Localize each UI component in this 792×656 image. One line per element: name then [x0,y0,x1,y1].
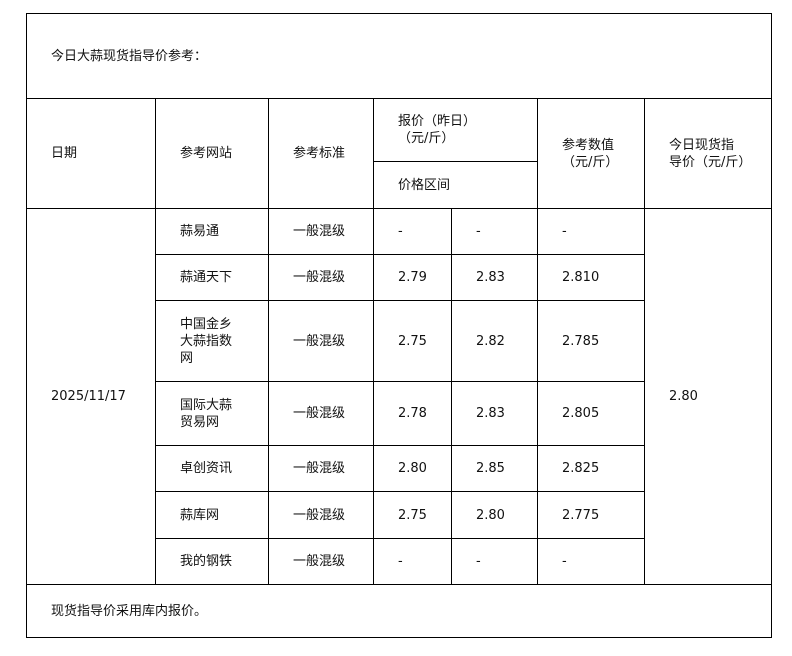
low-cell: - [373,538,452,585]
standard-cell: 一般混级 [268,254,374,301]
standard-cell: 一般混级 [268,300,374,382]
high-cell: 2.82 [451,300,538,382]
ref-cell: 2.785 [537,300,645,382]
high-cell: 2.83 [451,381,538,446]
header-ref-value: 参考数值（元/斤） [537,98,645,209]
high-cell: 2.85 [451,445,538,492]
header-site: 参考网站 [155,98,269,209]
high-cell: - [451,538,538,585]
header-range: 价格区间 [373,161,538,209]
ref-cell: - [537,538,645,585]
high-cell: 2.80 [451,491,538,539]
today-price-cell: 2.80 [644,208,772,585]
header-quote: 报价（昨日）（元/斤） [373,98,538,162]
low-cell: 2.78 [373,381,452,446]
standard-cell: 一般混级 [268,538,374,585]
high-cell: - [451,208,538,255]
low-cell: 2.75 [373,491,452,539]
standard-cell: 一般混级 [268,445,374,492]
standard-cell: 一般混级 [268,208,374,255]
site-cell: 蒜易通 [155,208,269,255]
low-cell: 2.79 [373,254,452,301]
header-ref-value-text: 参考数值（元/斤） [562,137,619,170]
low-cell: 2.80 [373,445,452,492]
high-cell: 2.83 [451,254,538,301]
site-cell: 卓创资讯 [155,445,269,492]
low-cell: 2.75 [373,300,452,382]
ref-cell: - [537,208,645,255]
header-date: 日期 [26,98,156,209]
header-quote-text: 报价（昨日）（元/斤） [398,114,477,146]
price-table: 今日大蒜现货指导价参考： 日期 参考网站 参考标准 报价（昨日）（元/斤） 参考… [26,13,772,638]
site-cell: 蒜库网 [155,491,269,539]
date-cell: 2025/11/17 [26,208,156,585]
site-cell: 蒜通天下 [155,254,269,301]
standard-cell: 一般混级 [268,491,374,539]
table-title: 今日大蒜现货指导价参考： [26,13,772,99]
table-footer-note: 现货指导价采用库内报价。 [26,584,772,638]
ref-cell: 2.825 [537,445,645,492]
ref-cell: 2.775 [537,491,645,539]
ref-cell: 2.810 [537,254,645,301]
low-cell: - [373,208,452,255]
header-standard: 参考标准 [268,98,374,209]
ref-cell: 2.805 [537,381,645,446]
header-today-price-text: 今日现货指导价（元/斤） [669,137,752,170]
site-cell: 国际大蒜贸易网 [155,381,269,446]
standard-cell: 一般混级 [268,381,374,446]
site-cell: 我的钢铁 [155,538,269,585]
header-today-price: 今日现货指导价（元/斤） [644,98,772,209]
site-cell: 中国金乡大蒜指数网 [155,300,269,382]
